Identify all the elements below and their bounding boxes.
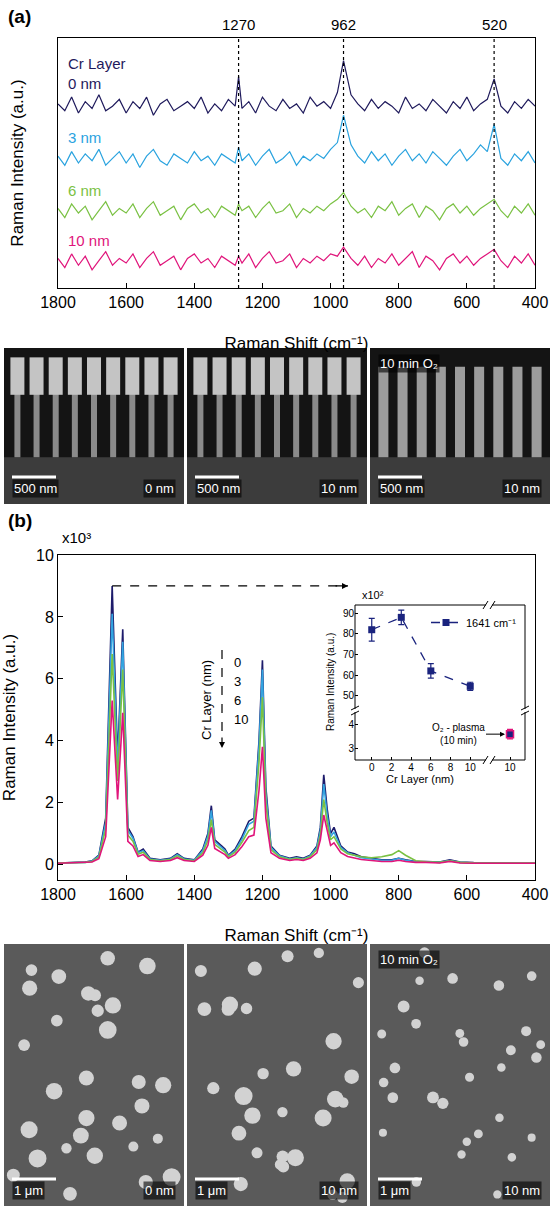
svg-text:400: 400 bbox=[522, 294, 549, 311]
svg-text:80: 80 bbox=[343, 628, 355, 639]
svg-text:1 μm: 1 μm bbox=[380, 1183, 409, 1198]
svg-text:3 nm: 3 nm bbox=[68, 129, 101, 146]
svg-text:6: 6 bbox=[234, 693, 241, 708]
svg-text:Cr Layer: Cr Layer bbox=[68, 55, 126, 72]
svg-text:10: 10 bbox=[234, 712, 248, 727]
svg-text:6: 6 bbox=[45, 670, 54, 687]
svg-text:60: 60 bbox=[343, 670, 355, 681]
svg-text:0: 0 bbox=[45, 856, 54, 873]
svg-text:0: 0 bbox=[234, 655, 241, 670]
svg-text:0 nm: 0 nm bbox=[145, 481, 174, 496]
svg-text:Raman Intensity (a.u.): Raman Intensity (a.u.) bbox=[8, 79, 27, 246]
svg-text:1 μm: 1 μm bbox=[197, 1183, 226, 1198]
svg-text:0 nm: 0 nm bbox=[145, 1183, 174, 1198]
svg-text:10 min O₂: 10 min O₂ bbox=[380, 952, 438, 967]
svg-text:4: 4 bbox=[408, 762, 414, 773]
svg-text:1400: 1400 bbox=[176, 294, 212, 311]
svg-text:10 nm: 10 nm bbox=[504, 481, 540, 496]
svg-text:2: 2 bbox=[45, 794, 54, 811]
svg-text:1 μm: 1 μm bbox=[14, 1183, 43, 1198]
svg-text:0: 0 bbox=[369, 762, 375, 773]
svg-text:1800: 1800 bbox=[40, 294, 76, 311]
svg-text:4: 4 bbox=[45, 732, 54, 749]
svg-text:962: 962 bbox=[331, 16, 356, 33]
svg-text:500 nm: 500 nm bbox=[380, 481, 423, 496]
svg-text:Raman Intensity (a.u.): Raman Intensity (a.u.) bbox=[325, 633, 336, 731]
svg-text:3: 3 bbox=[348, 743, 354, 754]
svg-text:1400: 1400 bbox=[176, 886, 212, 903]
svg-text:1641 cm⁻¹: 1641 cm⁻¹ bbox=[466, 617, 516, 629]
svg-text:10: 10 bbox=[465, 762, 477, 773]
svg-text:1200: 1200 bbox=[245, 294, 281, 311]
svg-text:6: 6 bbox=[428, 762, 434, 773]
svg-text:10 nm: 10 nm bbox=[321, 481, 357, 496]
svg-text:1200: 1200 bbox=[245, 886, 281, 903]
svg-text:50: 50 bbox=[343, 690, 355, 701]
svg-text:600: 600 bbox=[454, 886, 481, 903]
svg-text:3: 3 bbox=[234, 674, 241, 689]
svg-text:0 nm: 0 nm bbox=[68, 75, 101, 92]
svg-text:x10²: x10² bbox=[362, 589, 384, 601]
svg-text:4: 4 bbox=[348, 719, 354, 730]
svg-text:Raman Shift (cm⁻¹): Raman Shift (cm⁻¹) bbox=[225, 334, 369, 353]
svg-text:10 nm: 10 nm bbox=[504, 1183, 540, 1198]
svg-text:500 nm: 500 nm bbox=[197, 481, 240, 496]
svg-text:600: 600 bbox=[454, 294, 481, 311]
svg-text:1800: 1800 bbox=[40, 886, 76, 903]
svg-text:O₂ - plasma(10 min): O₂ - plasma(10 min) bbox=[432, 722, 485, 746]
svg-text:1000: 1000 bbox=[313, 294, 349, 311]
svg-text:10: 10 bbox=[504, 762, 516, 773]
svg-text:800: 800 bbox=[385, 886, 412, 903]
svg-text:Cr Layer (nm): Cr Layer (nm) bbox=[199, 660, 214, 740]
svg-text:90: 90 bbox=[343, 608, 355, 619]
svg-text:Raman Shift (cm⁻¹): Raman Shift (cm⁻¹) bbox=[225, 926, 369, 945]
svg-text:6 nm: 6 nm bbox=[68, 182, 101, 199]
svg-text:10: 10 bbox=[36, 547, 54, 564]
svg-text:10 min O₂: 10 min O₂ bbox=[380, 356, 438, 371]
svg-text:(b): (b) bbox=[8, 510, 32, 531]
svg-text:800: 800 bbox=[385, 294, 412, 311]
svg-text:10 nm: 10 nm bbox=[68, 232, 110, 249]
svg-text:1000: 1000 bbox=[313, 886, 349, 903]
svg-text:10 nm: 10 nm bbox=[321, 1183, 357, 1198]
svg-text:Cr Layer (nm): Cr Layer (nm) bbox=[386, 773, 454, 785]
svg-text:1270: 1270 bbox=[222, 16, 255, 33]
svg-text:Raman Intensity (a.u.): Raman Intensity (a.u.) bbox=[0, 634, 19, 801]
svg-text:8: 8 bbox=[448, 762, 454, 773]
svg-text:70: 70 bbox=[343, 649, 355, 660]
svg-text:x10³: x10³ bbox=[62, 529, 91, 546]
svg-text:2: 2 bbox=[389, 762, 395, 773]
svg-text:1600: 1600 bbox=[108, 294, 144, 311]
svg-text:500 nm: 500 nm bbox=[14, 481, 57, 496]
svg-text:520: 520 bbox=[482, 16, 507, 33]
svg-text:400: 400 bbox=[522, 886, 549, 903]
svg-text:(a): (a) bbox=[8, 6, 31, 27]
svg-text:8: 8 bbox=[45, 609, 54, 626]
svg-text:1600: 1600 bbox=[108, 886, 144, 903]
